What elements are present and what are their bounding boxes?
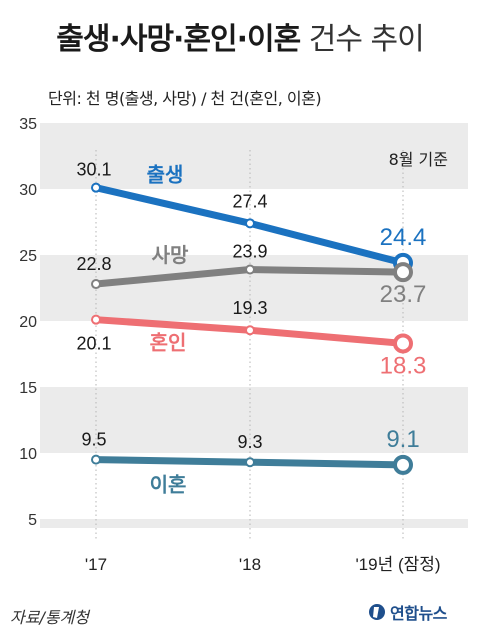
data-label: 23.9 (232, 242, 267, 262)
data-point-end (393, 262, 413, 283)
chart-title-main: 출생·사망·혼인·이혼 (56, 22, 301, 57)
data-point-end (393, 454, 413, 475)
y-tick-label: 35 (19, 116, 37, 133)
grid-band (40, 519, 468, 528)
series-labels: 30.1 27.4 24.4 출생 22.8 23.9 23.7 사망 20.1 19.3 18.3… (76, 160, 426, 497)
y-axis: 5 10 15 20 25 30 35 (19, 116, 37, 529)
y-tick-label: 25 (19, 248, 37, 265)
data-label: 9.5 (81, 430, 106, 450)
data-label: 23.7 (380, 281, 427, 308)
logo-text: 연합뉴스 (390, 604, 447, 623)
series-name-label: 사망 (152, 243, 189, 267)
data-point (245, 218, 255, 229)
chart-title-sub: 건수 추이 (300, 22, 425, 57)
data-point (245, 457, 255, 468)
data-label: 18.3 (380, 352, 427, 379)
y-tick-label: 15 (19, 380, 37, 397)
data-point (245, 264, 255, 275)
data-label: 20.1 (76, 334, 111, 354)
data-label: 22.8 (76, 254, 111, 274)
data-label: 9.3 (237, 432, 262, 452)
data-point (91, 454, 101, 465)
chart-title: 출생·사망·혼인·이혼 건수 추이 (0, 14, 480, 58)
basis-note: 8월 기준 (388, 150, 448, 169)
y-tick-label: 5 (28, 512, 37, 529)
series-name-label: 이혼 (150, 473, 187, 497)
y-tick-label: 30 (19, 182, 37, 199)
series-name-label: 혼인 (150, 331, 187, 355)
data-point (91, 279, 101, 290)
data-point (245, 325, 255, 336)
unit-note: 단위: 천 명(출생, 사망) / 천 건(혼인, 이혼) (48, 89, 322, 108)
x-tick-label: '19년 (잠정) (355, 555, 440, 574)
data-point-end (393, 333, 413, 354)
data-point (91, 314, 101, 325)
logo-icon (368, 602, 386, 622)
grid-band (40, 387, 468, 453)
x-axis: '17 '18 '19년 (잠정) (85, 555, 441, 574)
data-label: 30.1 (76, 160, 111, 180)
yonhap-logo: 연합뉴스 (368, 600, 447, 624)
y-tick-label: 20 (19, 314, 37, 331)
data-label: 19.3 (232, 298, 267, 318)
x-tick-label: '17 (85, 555, 107, 574)
series-lines (91, 182, 413, 475)
source-note: 자료/통계청 (10, 608, 89, 627)
series-name-label: 출생 (147, 163, 184, 187)
data-label: 24.4 (380, 224, 427, 251)
grid-band (40, 123, 468, 189)
y-tick-label: 10 (19, 446, 37, 463)
x-tick-label: '18 (239, 555, 261, 574)
data-label: 9.1 (386, 426, 419, 453)
data-label: 27.4 (232, 191, 267, 211)
data-point (91, 182, 101, 193)
